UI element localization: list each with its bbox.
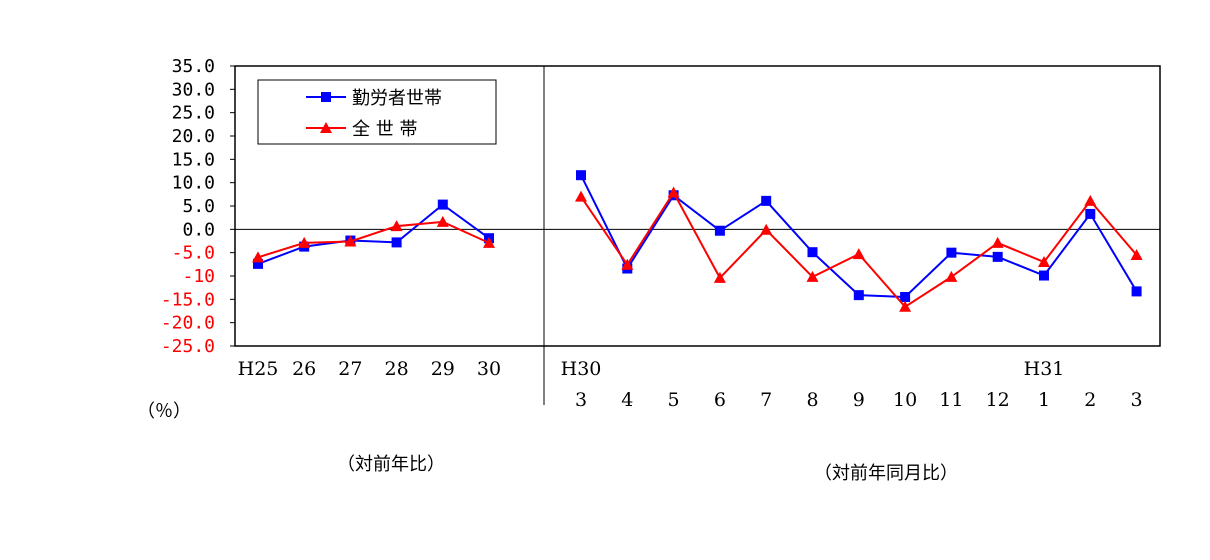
point-workers <box>853 290 864 301</box>
legend: 勤労者世帯 全 世 帯 <box>257 79 497 145</box>
series-layer <box>252 170 1143 312</box>
point-all <box>1130 249 1143 260</box>
point-workers <box>761 195 772 206</box>
annual-caption: （対前年比） <box>337 454 445 475</box>
point-all <box>436 215 449 227</box>
y-tick-label: -5.0 <box>172 243 215 264</box>
legend-label-workers: 勤労者世帯 <box>352 88 442 109</box>
point-all <box>667 186 680 198</box>
point-all <box>298 236 311 248</box>
y-tick-label: -25.0 <box>161 336 215 357</box>
point-workers <box>576 170 586 181</box>
y-tick-label: 35.0 <box>172 56 215 77</box>
y-axis: 35.030.0 25.020.015.0 10.05.00.0 -5.0-10-15… <box>161 56 235 357</box>
y-tick-label: 15.0 <box>172 149 215 170</box>
y-tick-label: 25.0 <box>172 103 215 124</box>
y-unit-label: （％） <box>137 401 191 422</box>
x-tick-label: 8 <box>806 389 818 411</box>
x-tick-label: 6 <box>714 389 726 411</box>
point-all <box>1084 194 1097 206</box>
x-tick-label: 5 <box>668 389 680 411</box>
series-line-workers-monthly <box>580 174 1138 299</box>
x-tick-label: 4 <box>621 389 633 411</box>
y-tick-label: -20.0 <box>161 313 215 334</box>
series-line-workers-annual <box>257 203 490 265</box>
y-tick-label: -15.0 <box>161 289 215 310</box>
point-all <box>991 236 1004 248</box>
point-all <box>621 258 634 270</box>
x-tick-label: 28 <box>385 358 409 380</box>
point-workers <box>714 225 725 236</box>
series-line-all-annual <box>257 220 490 259</box>
legend-marker-triangle <box>320 122 332 133</box>
x-tick-label: 7 <box>760 389 772 411</box>
point-workers <box>437 199 448 210</box>
point-all <box>852 248 865 260</box>
x-tick-label: 11 <box>939 389 963 411</box>
point-workers <box>391 237 402 248</box>
point-all <box>760 223 773 235</box>
y-tick-label: 5.0 <box>182 196 215 217</box>
x-tick-label: 1 <box>1038 389 1050 411</box>
y-tick-label: 0.0 <box>182 219 215 240</box>
y-tick-label: 20.0 <box>172 126 215 147</box>
y-tick-label: 10.0 <box>172 173 215 194</box>
legend-box <box>257 79 497 145</box>
point-all <box>483 236 495 248</box>
x-tick-label: 3 <box>575 389 587 411</box>
legend-marker-square <box>321 92 331 102</box>
point-all <box>390 220 403 232</box>
y-tick-label: 30.0 <box>172 79 215 100</box>
point-workers <box>253 258 263 269</box>
point-all <box>252 251 264 263</box>
point-all <box>575 190 587 202</box>
x-tick-label: 29 <box>431 358 455 380</box>
point-all <box>806 270 819 282</box>
x-tick-label: 30 <box>477 358 501 380</box>
y-tick-label: -10 <box>182 266 215 287</box>
point-workers <box>1085 208 1096 219</box>
point-workers <box>946 247 957 258</box>
point-all <box>713 271 726 283</box>
point-all <box>899 300 912 312</box>
point-workers <box>1039 270 1049 281</box>
year-label: H31 <box>1024 358 1065 380</box>
x-tick-label: 26 <box>292 358 316 380</box>
x-tick-label: 3 <box>1131 389 1143 411</box>
legend-label-all: 全 世 帯 <box>352 119 417 140</box>
monthly-caption: （対前年同月比） <box>814 463 958 484</box>
point-workers <box>807 247 818 258</box>
x-tick-label: 2 <box>1084 389 1096 411</box>
x-tick-label: H25 <box>238 358 279 380</box>
point-all <box>945 270 958 282</box>
x-tick-label: 27 <box>338 358 362 380</box>
x-tick-label: 10 <box>893 389 917 411</box>
x-tick-label: 12 <box>986 389 1010 411</box>
point-all <box>1038 256 1050 267</box>
x-tick-label: 9 <box>853 389 865 411</box>
point-workers <box>900 292 911 302</box>
point-workers <box>1131 286 1142 297</box>
point-all <box>344 235 357 247</box>
year-label: H30 <box>561 358 602 380</box>
point-workers <box>992 251 1003 262</box>
